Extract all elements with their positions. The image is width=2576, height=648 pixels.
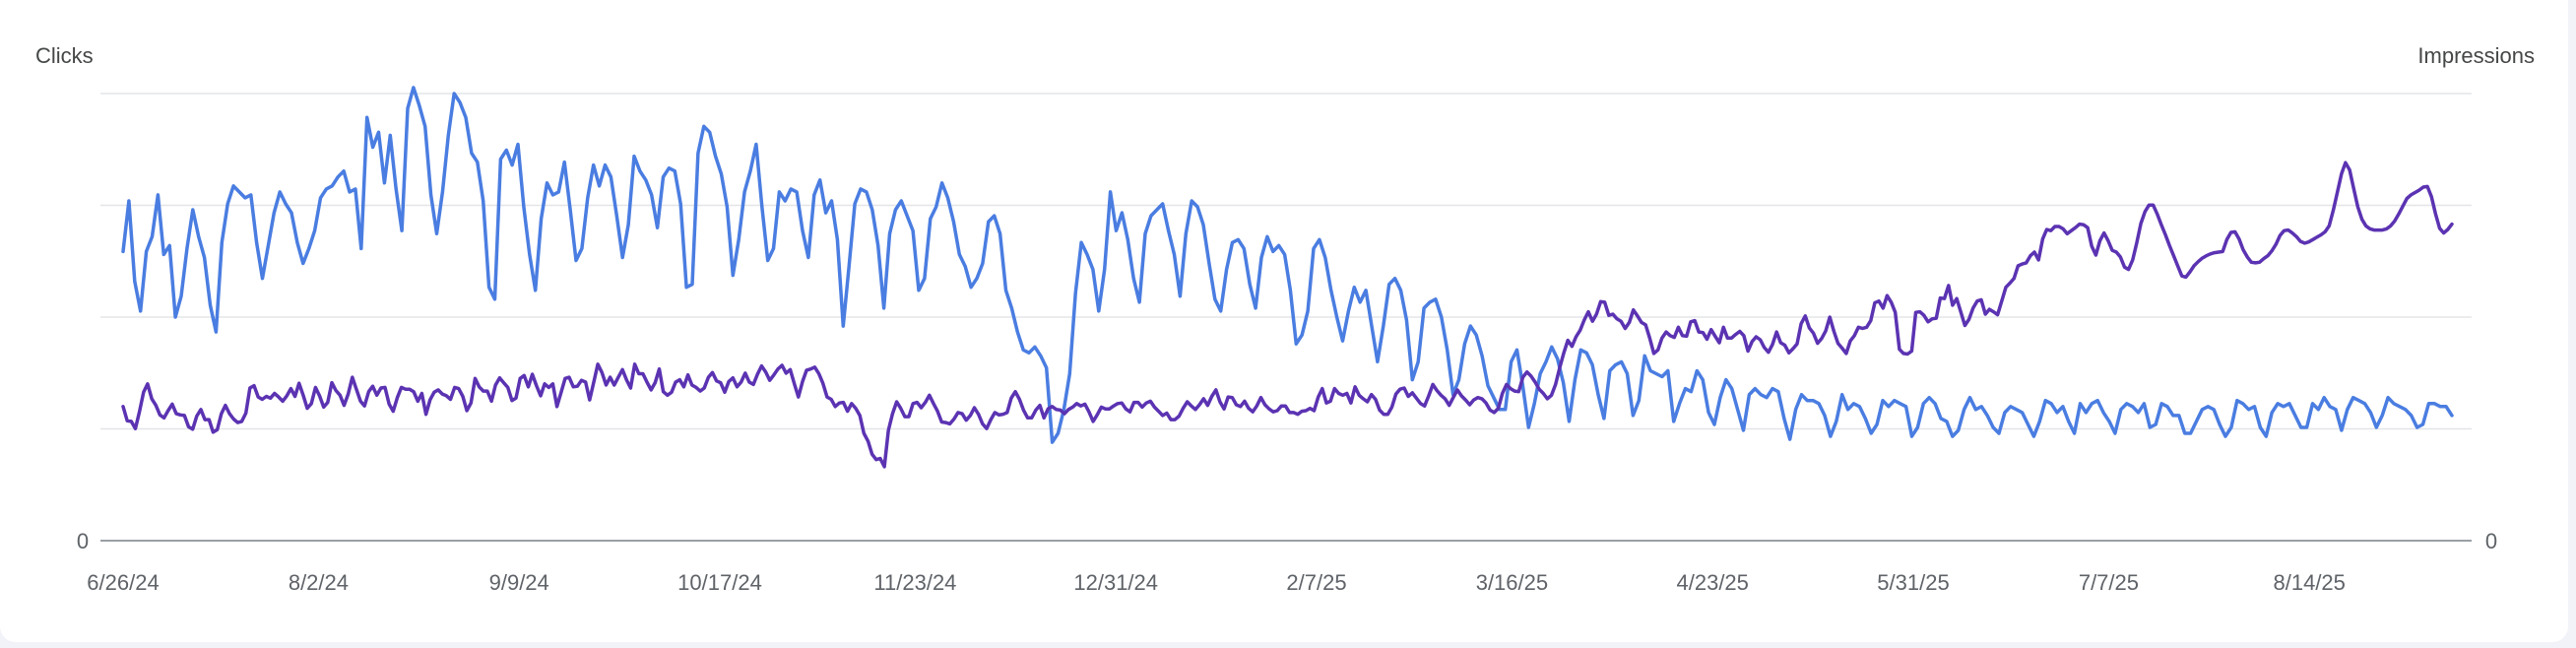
left-axis-zero-label: 0 xyxy=(77,529,89,553)
x-tick-label: 11/23/24 xyxy=(873,570,956,595)
right-axis-title: Impressions xyxy=(2417,43,2535,68)
x-tick-label: 12/31/24 xyxy=(1073,570,1158,595)
x-tick-label: 3/16/25 xyxy=(1476,570,1548,595)
x-tick-label: 8/2/24 xyxy=(289,570,349,595)
x-tick-label: 6/26/24 xyxy=(87,570,159,595)
impressions-series-line xyxy=(121,161,2454,469)
x-tick-label: 4/23/25 xyxy=(1677,570,1749,595)
clicks-series-line xyxy=(121,86,2454,444)
right-axis-zero-label: 0 xyxy=(2485,529,2497,553)
x-tick-label: 8/14/25 xyxy=(2274,570,2346,595)
x-tick-label: 5/31/25 xyxy=(1877,570,1949,595)
left-axis-title: Clicks xyxy=(35,43,94,68)
x-tick-label: 7/7/25 xyxy=(2079,570,2139,595)
x-tick-label: 2/7/25 xyxy=(1286,570,1346,595)
x-tick-label: 10/17/24 xyxy=(677,570,762,595)
x-tick-label: 9/9/24 xyxy=(489,570,549,595)
